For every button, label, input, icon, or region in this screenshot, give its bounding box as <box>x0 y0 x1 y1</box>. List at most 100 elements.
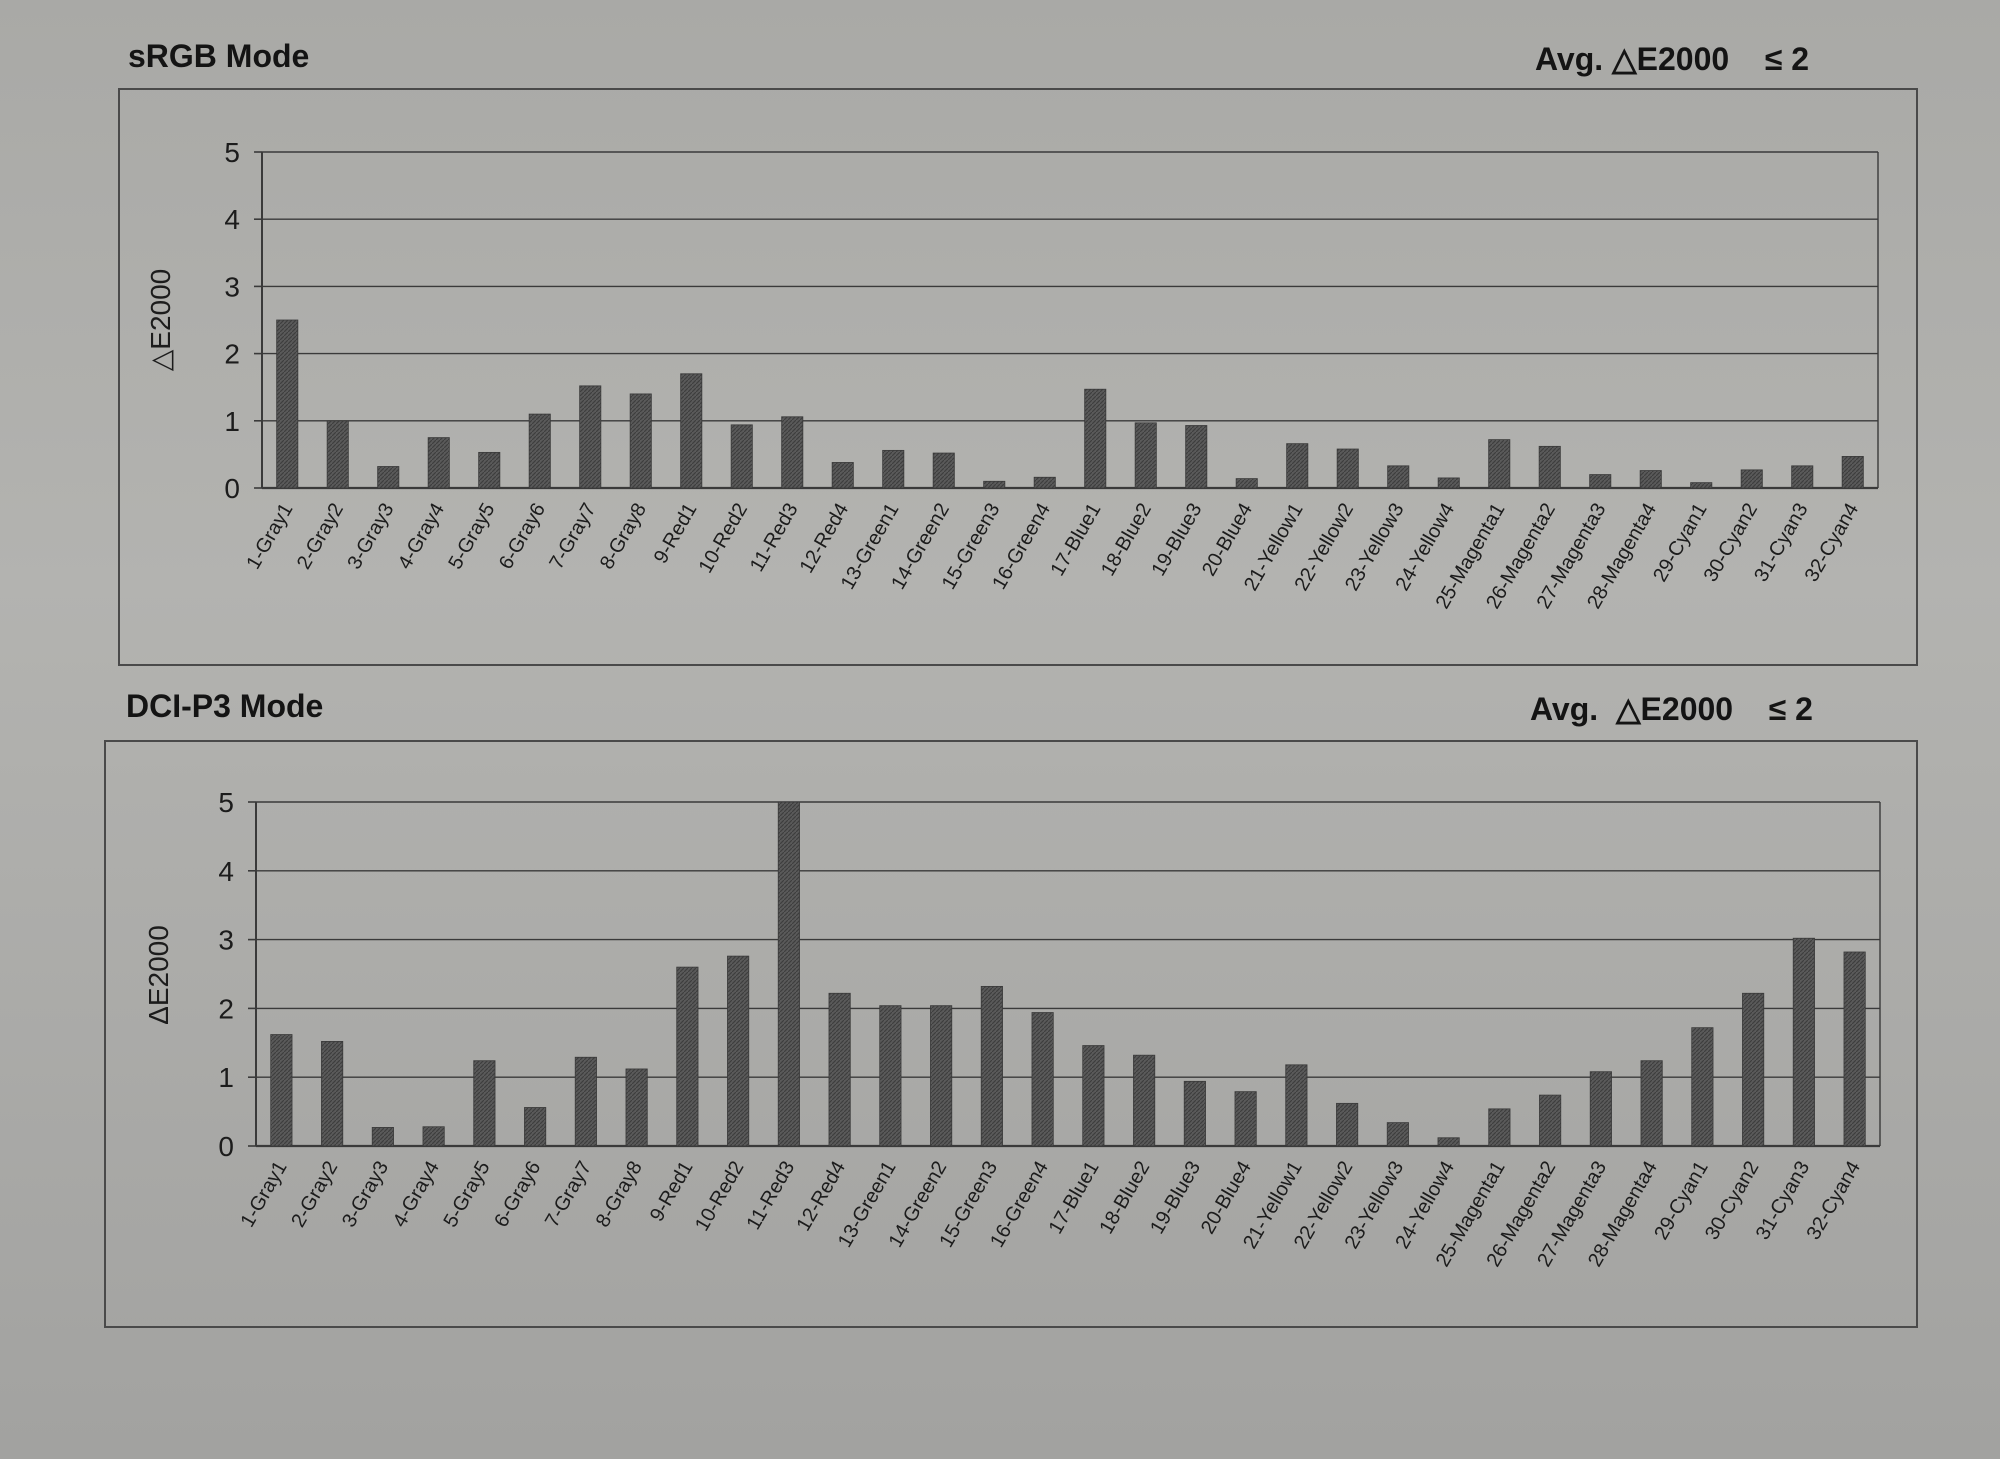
chart-avg-srgb: Avg. △E2000 ≤ 2 <box>1535 41 1809 77</box>
bar <box>528 413 551 489</box>
bar <box>524 1107 547 1147</box>
bar <box>321 1041 344 1147</box>
bar <box>1639 470 1662 489</box>
bar <box>1539 1094 1562 1147</box>
bar <box>930 1005 953 1147</box>
x-tick-label: 4-Gray4 <box>389 1158 444 1232</box>
x-tick-label: 4-Gray4 <box>394 500 449 574</box>
bar <box>1134 422 1157 489</box>
bar <box>625 1068 648 1147</box>
x-tick-label: 2-Gray2 <box>287 1158 342 1232</box>
x-tick-label: 6-Gray6 <box>490 1158 545 1232</box>
x-tick-label: 11-Red3 <box>746 500 803 576</box>
bar <box>1234 1091 1257 1147</box>
x-tick-label: 9-Red1 <box>646 1158 698 1226</box>
bar <box>980 985 1003 1147</box>
bar <box>1843 951 1866 1147</box>
y-tick-label: 0 <box>218 1131 234 1162</box>
x-tick-label: 8-Gray8 <box>596 500 651 574</box>
bar <box>270 1034 293 1147</box>
bar <box>1031 1012 1054 1147</box>
bar <box>473 1060 496 1147</box>
x-tick-label: 8-Gray8 <box>592 1158 647 1232</box>
x-tick-label: 12-Red4 <box>796 500 853 577</box>
y-tick-label: 1 <box>224 406 240 437</box>
bar <box>1640 1060 1663 1147</box>
bar <box>932 452 955 489</box>
y-tick-label: 1 <box>218 1062 234 1093</box>
bar <box>276 319 299 489</box>
bar <box>1538 445 1561 489</box>
bar <box>1791 465 1814 489</box>
chart-title-dcip3: DCI-P3 Mode <box>126 688 324 724</box>
bar <box>1589 474 1612 489</box>
bar <box>1841 456 1864 489</box>
bar <box>326 420 349 489</box>
chart-panel-srgb <box>118 88 1918 666</box>
bar <box>1082 1045 1105 1147</box>
y-tick-label: 5 <box>224 137 240 168</box>
x-tick-label: 5-Gray5 <box>440 1158 495 1232</box>
bar <box>377 466 400 489</box>
chart-title-srgb: sRGB Mode <box>128 38 310 74</box>
bar <box>1488 439 1511 489</box>
bar <box>579 385 602 489</box>
chart-panel-dcip3 <box>104 740 1918 1328</box>
bar <box>777 801 800 1147</box>
bar <box>1742 992 1765 1147</box>
x-tick-label: 11-Red3 <box>743 1158 800 1234</box>
y-tick-label: 0 <box>224 473 240 504</box>
bar <box>1285 1064 1308 1147</box>
y-axis-label: ΔE2000 <box>143 925 174 1025</box>
bar <box>1437 1137 1460 1147</box>
bar <box>1084 388 1107 489</box>
y-tick-label: 5 <box>218 787 234 818</box>
bar <box>730 424 753 489</box>
y-tick-label: 2 <box>218 993 234 1024</box>
y-tick-label: 3 <box>218 925 234 956</box>
bar <box>828 992 851 1147</box>
x-tick-label: 7-Gray7 <box>545 500 600 574</box>
bar <box>1033 476 1056 489</box>
bar <box>1336 448 1359 489</box>
bar <box>371 1127 394 1147</box>
bar <box>1183 1080 1206 1147</box>
x-tick-label: 10-Red2 <box>695 500 752 577</box>
bar <box>1133 1054 1156 1147</box>
bar <box>1336 1102 1359 1147</box>
x-tick-label: 2-Gray2 <box>293 500 348 574</box>
x-tick-label: 12-Red4 <box>793 1158 850 1235</box>
x-tick-label: 7-Gray7 <box>541 1158 596 1232</box>
bar <box>882 449 905 489</box>
bar <box>478 451 501 489</box>
bar <box>831 462 854 489</box>
y-tick-label: 2 <box>224 339 240 370</box>
bar <box>629 393 652 489</box>
x-tick-label: 3-Gray3 <box>338 1158 393 1232</box>
x-tick-label: 5-Gray5 <box>444 500 499 574</box>
x-tick-label: 9-Red1 <box>650 500 702 568</box>
bar <box>574 1056 597 1147</box>
y-axis-label: △E2000 <box>145 269 176 372</box>
bar <box>1386 1122 1409 1147</box>
bar <box>1589 1071 1612 1147</box>
x-tick-label: 1-Gray1 <box>242 500 297 574</box>
bar <box>727 955 750 1147</box>
bar <box>983 480 1006 489</box>
bar <box>1437 477 1460 489</box>
bar <box>1691 1027 1714 1147</box>
bar <box>879 1005 902 1147</box>
x-tick-label: 10-Red2 <box>691 1158 748 1235</box>
y-tick-label: 4 <box>224 204 240 235</box>
bar <box>1488 1108 1511 1147</box>
bar <box>680 373 703 489</box>
y-tick-label: 4 <box>218 856 234 887</box>
bar <box>1387 465 1410 489</box>
bar <box>1690 482 1713 489</box>
bar <box>427 437 450 489</box>
x-tick-label: 1-Gray1 <box>237 1158 292 1232</box>
x-tick-label: 3-Gray3 <box>343 500 398 574</box>
bar <box>1740 469 1763 489</box>
bar <box>781 416 804 489</box>
